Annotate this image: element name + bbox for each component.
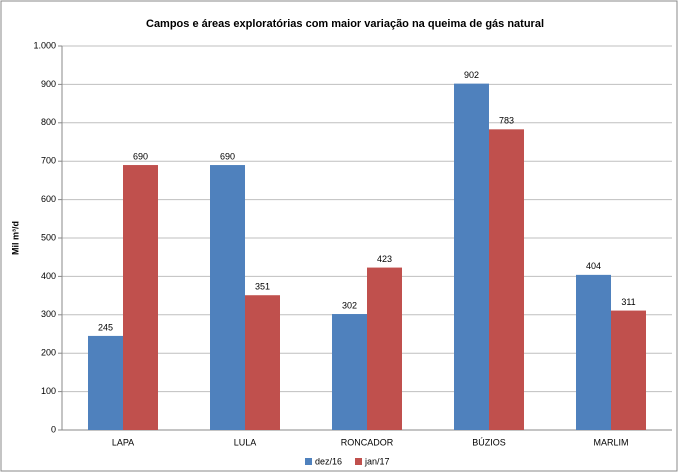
bar (332, 314, 367, 430)
y-tick-label: 400 (41, 271, 56, 281)
y-tick-label: 1.000 (33, 40, 56, 50)
data-label: 302 (342, 300, 357, 310)
y-axis-label: Mil m³/d (10, 221, 20, 255)
x-tick-label: MARLIM (593, 437, 628, 447)
bar (245, 295, 280, 430)
y-tick-label: 900 (41, 79, 56, 89)
data-label: 690 (133, 151, 148, 161)
bar (210, 165, 245, 431)
data-label: 351 (255, 282, 270, 292)
bar (611, 310, 646, 430)
chart-title: Campos e áreas exploratórias com maior v… (146, 18, 544, 30)
legend-swatch (355, 458, 362, 465)
x-tick-label: LULA (234, 437, 257, 447)
x-tick-label: BÚZIOS (472, 437, 506, 447)
bar (367, 267, 402, 430)
data-label: 690 (220, 151, 235, 161)
bar (489, 129, 524, 430)
y-tick-label: 0 (51, 424, 56, 434)
y-tick-label: 800 (41, 117, 56, 127)
bar (576, 274, 611, 430)
data-label: 245 (98, 322, 113, 332)
data-label: 423 (377, 254, 392, 264)
data-label: 783 (499, 116, 514, 126)
y-tick-label: 300 (41, 309, 56, 319)
data-label: 311 (621, 297, 635, 307)
x-tick-label: LAPA (112, 437, 134, 447)
bar (454, 83, 489, 430)
y-tick-label: 500 (41, 232, 56, 242)
bar (123, 165, 158, 431)
bar (88, 335, 123, 430)
y-tick-label: 600 (41, 194, 56, 204)
data-label: 902 (464, 70, 479, 80)
legend-label: dez/16 (315, 456, 342, 466)
y-tick-label: 200 (41, 348, 56, 358)
y-tick-label: 700 (41, 156, 56, 166)
legend-swatch (305, 458, 312, 465)
y-tick-label: 100 (41, 386, 56, 396)
legend-label: jan/17 (364, 456, 390, 466)
x-tick-label: RONCADOR (341, 437, 394, 447)
data-label: 404 (586, 261, 601, 271)
